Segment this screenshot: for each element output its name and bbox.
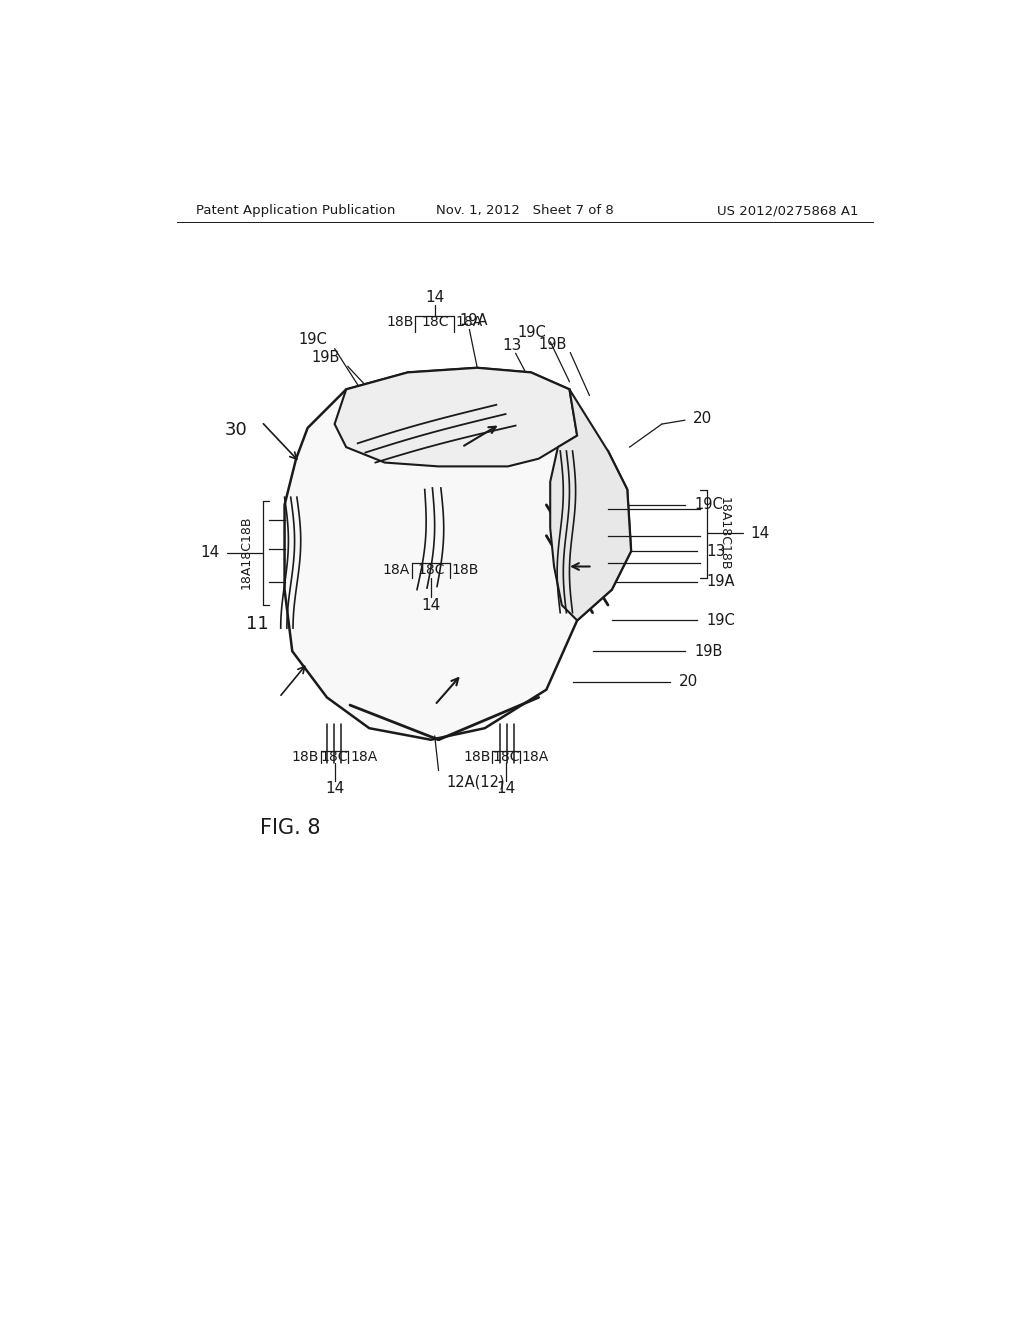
Text: 18A: 18A bbox=[456, 315, 482, 330]
Polygon shape bbox=[550, 389, 631, 620]
Text: 18C: 18C bbox=[421, 315, 449, 330]
Text: 14: 14 bbox=[421, 598, 440, 612]
Text: 19C: 19C bbox=[298, 331, 327, 347]
Text: 18B: 18B bbox=[452, 564, 479, 577]
Text: 18A: 18A bbox=[383, 564, 410, 577]
Text: 18B: 18B bbox=[464, 750, 490, 764]
Polygon shape bbox=[335, 368, 578, 466]
Text: US 2012/0275868 A1: US 2012/0275868 A1 bbox=[717, 205, 858, 218]
Text: 13: 13 bbox=[707, 544, 726, 558]
Text: 14: 14 bbox=[497, 780, 516, 796]
Text: 30: 30 bbox=[225, 421, 248, 440]
Text: 19B: 19B bbox=[694, 644, 723, 659]
Text: 19B: 19B bbox=[539, 337, 567, 352]
Text: FIG. 8: FIG. 8 bbox=[260, 818, 321, 838]
Text: 18A18C18B: 18A18C18B bbox=[240, 516, 252, 590]
Text: 18A18C18B: 18A18C18B bbox=[717, 496, 730, 570]
Text: 13: 13 bbox=[502, 338, 521, 352]
Text: Nov. 1, 2012   Sheet 7 of 8: Nov. 1, 2012 Sheet 7 of 8 bbox=[436, 205, 613, 218]
Text: 11: 11 bbox=[247, 615, 269, 634]
Text: 18B: 18B bbox=[386, 315, 414, 330]
Text: 18A: 18A bbox=[521, 750, 549, 764]
Text: 19C: 19C bbox=[694, 498, 723, 512]
Text: 18C: 18C bbox=[321, 750, 348, 764]
Text: 20: 20 bbox=[692, 411, 712, 426]
Text: 14: 14 bbox=[325, 780, 344, 796]
Text: 14: 14 bbox=[751, 525, 770, 541]
Text: 18C: 18C bbox=[417, 564, 444, 577]
Polygon shape bbox=[285, 368, 631, 739]
Text: 18C: 18C bbox=[493, 750, 520, 764]
Text: 19B: 19B bbox=[311, 350, 340, 364]
Text: 19A: 19A bbox=[707, 574, 735, 590]
Text: 19C: 19C bbox=[707, 612, 735, 628]
Text: 18A: 18A bbox=[350, 750, 377, 764]
Text: 12A(12): 12A(12) bbox=[446, 775, 505, 789]
Text: 19A: 19A bbox=[459, 313, 487, 327]
Text: 20: 20 bbox=[679, 675, 698, 689]
Text: 18B: 18B bbox=[292, 750, 319, 764]
Text: Patent Application Publication: Patent Application Publication bbox=[196, 205, 395, 218]
Text: 14: 14 bbox=[200, 545, 219, 560]
Text: 14: 14 bbox=[425, 289, 444, 305]
Text: 19C: 19C bbox=[517, 325, 547, 341]
